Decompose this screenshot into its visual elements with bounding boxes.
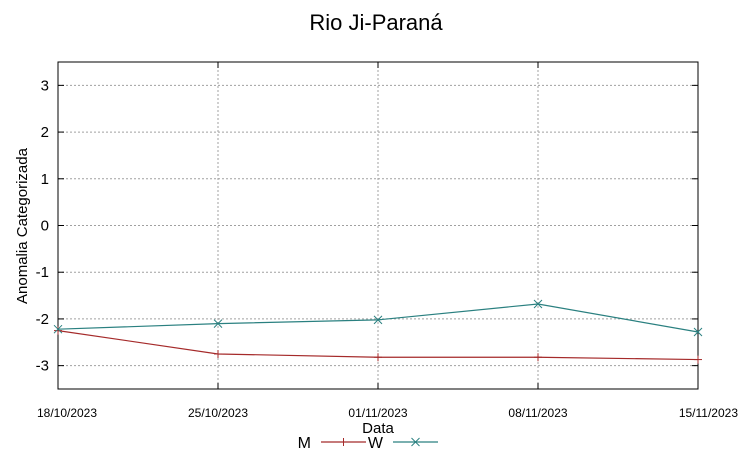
data-point-W	[533, 299, 543, 309]
grid-lines	[58, 62, 698, 389]
y-axis-label: Anomalia Categorizada	[14, 147, 31, 304]
y-tick-label: 1	[41, 171, 49, 188]
x-tick-label: 15/11/2023	[679, 406, 738, 420]
data-point-W	[373, 315, 383, 325]
data-point-M	[214, 349, 222, 358]
x-tick-label: 08/11/2023	[508, 406, 567, 420]
y-tick-label: -2	[36, 311, 49, 328]
data-point-M	[694, 355, 702, 364]
series-lines	[53, 299, 703, 364]
y-axis-ticks: 3 2 1 0 -1 -2 -3	[36, 77, 698, 375]
legend-label-W: W	[368, 435, 384, 452]
data-point-W	[213, 319, 223, 328]
chart-title: Rio Ji-Paraná	[309, 10, 443, 35]
data-point-M	[374, 353, 382, 362]
x-tick-label: 01/11/2023	[348, 406, 407, 420]
y-tick-label: 2	[41, 124, 49, 141]
data-point-W	[693, 327, 703, 337]
legend-marker-W	[411, 437, 420, 447]
y-tick-label: -3	[36, 358, 49, 375]
data-point-M	[54, 326, 62, 335]
data-point-W	[53, 324, 63, 334]
data-point-M	[534, 353, 542, 362]
legend-label-M: M	[298, 435, 311, 452]
plot-frame	[57, 61, 699, 390]
legend-marker-M	[339, 438, 348, 446]
x-axis-ticks: 18/10/2023 25/10/2023 01/11/2023 08/11/2023…	[37, 62, 738, 420]
x-tick-label: 18/10/2023	[37, 406, 97, 420]
y-tick-label: 0	[41, 218, 49, 235]
x-axis-label: Data	[362, 420, 394, 437]
x-tick-label: 25/10/2023	[188, 406, 248, 420]
y-tick-label: -1	[36, 264, 49, 281]
y-tick-label: 3	[41, 77, 49, 94]
